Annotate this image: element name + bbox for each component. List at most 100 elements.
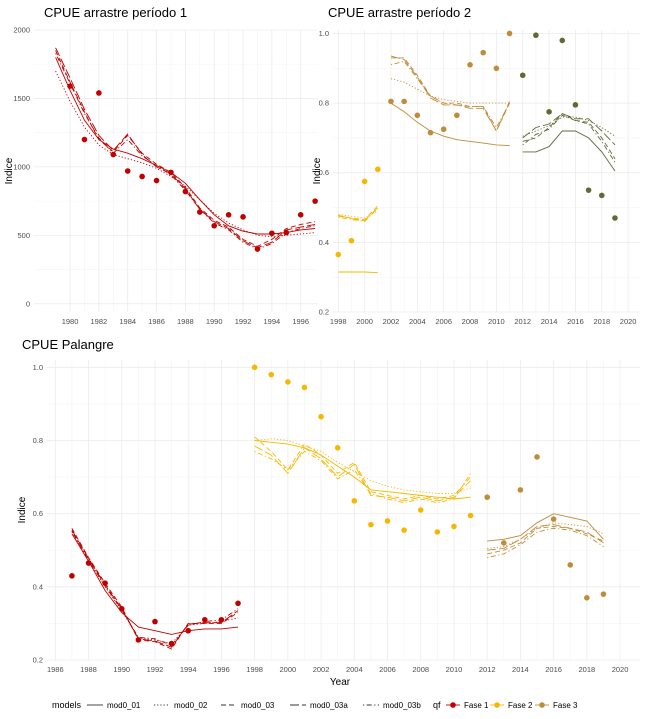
data-point — [254, 246, 261, 252]
data-point — [301, 384, 308, 391]
legend-label-mod0_03b: mod0_03b — [383, 701, 421, 710]
x-tick-label: 2018 — [593, 317, 610, 326]
series-line-mod0_02 — [390, 78, 510, 104]
series-line-mod0_03 — [522, 113, 616, 160]
data-point — [153, 177, 160, 184]
data-point — [534, 454, 540, 460]
x-tick-label: 2010 — [446, 665, 463, 674]
data-point — [118, 605, 125, 612]
data-point — [414, 112, 421, 119]
data-point — [240, 214, 246, 220]
x-tick-label: 1992 — [235, 317, 252, 326]
y-axis-label: Indice — [312, 157, 323, 184]
series-line-mod0_03a — [522, 113, 616, 146]
data-point — [334, 445, 341, 451]
data-point — [612, 215, 618, 221]
x-tick-label: 2012 — [479, 665, 496, 674]
x-tick-label: 1994 — [264, 317, 281, 326]
x-tick-label: 2020 — [612, 665, 629, 674]
series-line-mod0_03a — [254, 445, 471, 502]
series-line-mod0_03b — [487, 527, 604, 559]
x-tick-label: 2000 — [280, 665, 297, 674]
data-point — [85, 560, 92, 566]
data-point — [480, 49, 487, 56]
data-point — [500, 540, 507, 546]
data-point — [318, 413, 324, 420]
data-point — [454, 112, 460, 119]
y-tick-label: 0.2 — [33, 656, 43, 665]
x-tick-label: 2004 — [409, 317, 426, 326]
data-point — [598, 192, 605, 199]
data-point — [196, 209, 203, 215]
data-point — [434, 529, 441, 535]
data-point — [517, 487, 524, 493]
data-point — [185, 627, 191, 634]
data-point — [81, 136, 88, 143]
panel3-title: CPUE Palangre — [22, 337, 114, 352]
series-line-mod0_03b — [71, 530, 239, 646]
y-tick-label: 0.4 — [33, 582, 43, 591]
data-point — [585, 187, 592, 193]
x-tick-label: 2016 — [567, 317, 584, 326]
x-tick-label: 1998 — [330, 317, 347, 326]
series-line-mod0_03b — [522, 114, 616, 163]
data-point — [351, 498, 358, 504]
legend-label-mod0_03: mod0_03 — [241, 701, 275, 710]
data-point — [202, 616, 208, 623]
series-line-mod0_02 — [254, 438, 471, 494]
x-tick-label: 1982 — [91, 317, 108, 326]
data-point — [484, 494, 490, 500]
data-point — [572, 102, 579, 108]
x-tick-label: 2004 — [346, 665, 363, 674]
x-tick-label: 2008 — [412, 665, 429, 674]
x-tick-label: 1994 — [180, 665, 197, 674]
data-point — [451, 523, 457, 530]
data-point — [110, 151, 117, 158]
series-line-mod0_02 — [55, 70, 316, 238]
data-point — [269, 230, 275, 237]
data-point — [96, 90, 102, 96]
y-tick-label: 1.0 — [319, 29, 329, 38]
y-tick-label: 0.8 — [33, 436, 43, 445]
data-point — [546, 109, 552, 115]
data-point — [374, 166, 381, 173]
data-point — [251, 364, 258, 371]
x-tick-label: 1986 — [148, 317, 165, 326]
data-point — [361, 178, 368, 185]
x-tick-label: 1984 — [119, 317, 136, 326]
legend-point-qf — [539, 702, 545, 708]
legend-label-mod0_03a: mod0_03a — [310, 701, 348, 710]
legend-label-mod0_01: mod0_01 — [107, 701, 141, 710]
series-line-mod0_03b — [338, 207, 379, 222]
data-point — [584, 595, 590, 601]
data-point — [467, 62, 473, 68]
legend-label-qf: Fase 1 — [464, 701, 489, 710]
series-line-mod0_03a — [71, 529, 239, 648]
data-point — [533, 32, 539, 39]
x-tick-label: 1996 — [292, 317, 309, 326]
x-axis-label: Year — [330, 677, 351, 688]
series-line-mod0_03a — [390, 55, 511, 132]
data-point — [218, 616, 225, 623]
series-line-mod0_02 — [522, 116, 616, 137]
x-tick-label: 2008 — [462, 317, 479, 326]
data-point — [152, 618, 158, 625]
x-tick-label: 2006 — [379, 665, 396, 674]
y-tick-label: 0.4 — [319, 238, 329, 247]
legend-qf-title: qf — [433, 700, 441, 710]
legend-point-qf — [494, 702, 500, 708]
data-point — [519, 72, 526, 79]
series-line-mod0_01 — [71, 533, 239, 635]
legend-point-qf — [450, 702, 456, 708]
y-tick-label: 1500 — [13, 94, 30, 103]
series-line-mod0_03 — [338, 205, 379, 221]
data-point — [235, 600, 241, 607]
data-point — [168, 640, 175, 647]
y-tick-label: 1.0 — [33, 363, 43, 372]
panel2-title: CPUE arrastre período 2 — [328, 5, 471, 20]
series-line-mod0_03b — [254, 450, 471, 504]
y-tick-label: 1000 — [13, 162, 30, 171]
data-point — [417, 507, 424, 513]
data-point — [139, 173, 145, 180]
